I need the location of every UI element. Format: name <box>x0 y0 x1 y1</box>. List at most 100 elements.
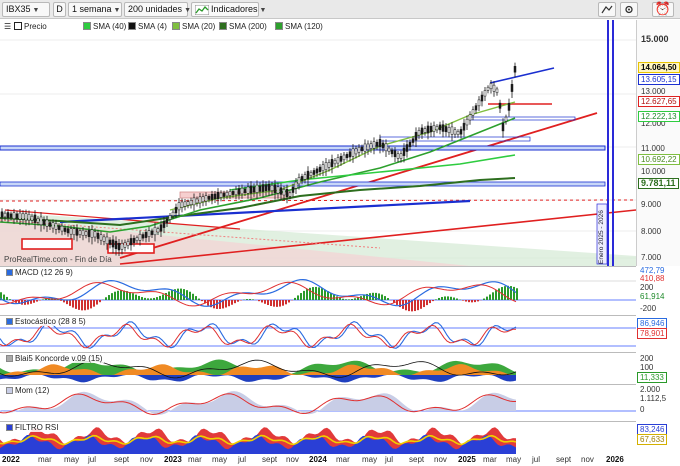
price-candle <box>78 230 82 235</box>
alarm-clock-icon: ⏰ <box>654 1 672 16</box>
macd-histogram-bar <box>429 300 431 304</box>
time-axis-month: may <box>212 455 228 464</box>
price-candle <box>288 192 292 197</box>
price-candle <box>306 170 310 180</box>
price-candle <box>42 219 46 226</box>
macd-histogram-bar <box>510 286 512 300</box>
macd-canvas <box>0 278 636 312</box>
macd-histogram-bar <box>249 298 251 300</box>
macd-histogram-bar <box>417 300 419 311</box>
price-candle <box>381 142 385 149</box>
legend-sma40[interactable]: SMA (40) <box>83 21 126 33</box>
koncorde-canvas <box>0 353 517 384</box>
stochastic-panel[interactable]: Estocástico (28 8 5) <box>0 315 636 352</box>
alarm-button[interactable]: ⏰ <box>652 2 674 17</box>
macd-histogram-bar <box>150 298 152 300</box>
price-candle <box>333 159 337 165</box>
price-chart[interactable]: Enero 2025 - 2026 ProRealTime.com - Fin … <box>0 20 636 266</box>
macd-panel[interactable]: MACD (12 26 9) <box>0 266 636 315</box>
rsi-panel[interactable]: FILTRO RSI <box>0 421 636 454</box>
price-candle <box>54 223 58 230</box>
macd-histogram-bar <box>408 300 410 312</box>
price-tick: 12.000 <box>641 119 666 128</box>
price-candle <box>114 240 118 250</box>
time-axis[interactable]: 2022 mar may jul sept nov 2023 mar may jul sept nov… <box>0 454 636 466</box>
macd-histogram-bar <box>312 287 314 300</box>
koncorde-panel[interactable]: Blai5 Koncorde v.09 (15) <box>0 352 636 384</box>
price-candle <box>501 122 505 132</box>
price-candle <box>120 243 124 250</box>
macd-histogram-bar <box>393 300 395 303</box>
macd-histogram-bar <box>276 300 278 307</box>
price-candle <box>447 127 451 133</box>
price-candle <box>513 66 517 73</box>
price-candle <box>489 83 493 90</box>
price-candle <box>261 184 265 192</box>
legend-sma200[interactable]: SMA (200) <box>219 21 267 33</box>
units-selector[interactable]: 200 unidades ▼ <box>124 2 191 17</box>
price-candle <box>108 239 112 245</box>
legend-price[interactable]: Precio <box>14 21 47 33</box>
macd-histogram-bar <box>33 300 35 303</box>
time-axis-month: sept <box>114 455 130 464</box>
price-candle <box>123 242 127 248</box>
macd-histogram-bar <box>213 300 215 309</box>
time-axis-year: 2026 <box>606 455 624 464</box>
macd-tick: 410,88 <box>640 274 665 283</box>
macd-histogram-bar <box>369 293 371 300</box>
macd-histogram-bar <box>465 300 467 302</box>
legend-menu-icon[interactable]: ☰ <box>4 22 12 31</box>
stochastic-canvas <box>0 321 636 349</box>
macd-histogram-bar <box>504 286 506 300</box>
interval-selector[interactable]: 1 semana ▼ <box>68 2 122 17</box>
macd-histogram-bar <box>351 299 353 300</box>
rsi-tick: 67,633 <box>637 434 668 445</box>
legend-sma120[interactable]: SMA (120) <box>275 21 323 33</box>
legend-sma20[interactable]: SMA (20) <box>172 21 215 33</box>
macd-histogram-bar <box>345 299 347 300</box>
price-candle <box>303 174 307 180</box>
stochastic-swatch <box>6 318 13 325</box>
macd-histogram-bar <box>93 300 95 307</box>
macd-histogram-bar <box>366 293 368 300</box>
price-candle <box>231 191 235 195</box>
price-candle <box>282 189 286 196</box>
time-axis-month: jul <box>88 455 97 464</box>
price-candle <box>402 147 406 156</box>
price-candle <box>87 229 91 237</box>
macd-histogram-bar <box>270 300 272 307</box>
macd-histogram-bar <box>162 294 164 300</box>
price-candle <box>105 236 109 245</box>
price-tag: 9.781,11 <box>638 178 679 189</box>
price-candle <box>258 185 262 192</box>
settings-button[interactable] <box>620 2 638 17</box>
legend-sma4[interactable]: SMA (4) <box>128 21 167 33</box>
price-candle <box>135 237 139 241</box>
price-axis[interactable]: 15.000 14.064,50 13.605,15 13.000 12.627… <box>636 20 680 266</box>
price-candle <box>228 191 232 196</box>
momentum-tick: 0 <box>640 405 645 414</box>
indicators-button[interactable]: Indicadores ▼ <box>191 2 266 17</box>
price-candle <box>387 147 391 152</box>
macd-label: MACD (12 26 9) <box>4 268 75 277</box>
price-candle <box>243 188 247 193</box>
price-candle <box>180 201 184 208</box>
price-candle <box>372 141 376 149</box>
macd-tick: -200 <box>640 304 657 313</box>
drawing-tools-button[interactable] <box>598 2 616 17</box>
macd-histogram-bar <box>333 294 335 300</box>
macd-histogram-bar <box>156 297 158 300</box>
price-candle <box>507 102 511 111</box>
macd-histogram-bar <box>225 300 227 308</box>
macd-histogram-bar <box>195 296 197 300</box>
price-candle <box>84 231 88 236</box>
period-key-button[interactable]: D <box>53 2 66 17</box>
price-candle <box>411 138 415 143</box>
price-candle <box>453 129 457 135</box>
price-candle <box>21 213 25 220</box>
symbol-selector[interactable]: IBX35 ▼ <box>2 2 50 17</box>
momentum-panel[interactable]: Mom (12) <box>0 384 636 421</box>
macd-histogram-bar <box>447 296 449 300</box>
macd-histogram-bar <box>513 286 515 300</box>
macd-histogram-bar <box>84 300 86 311</box>
